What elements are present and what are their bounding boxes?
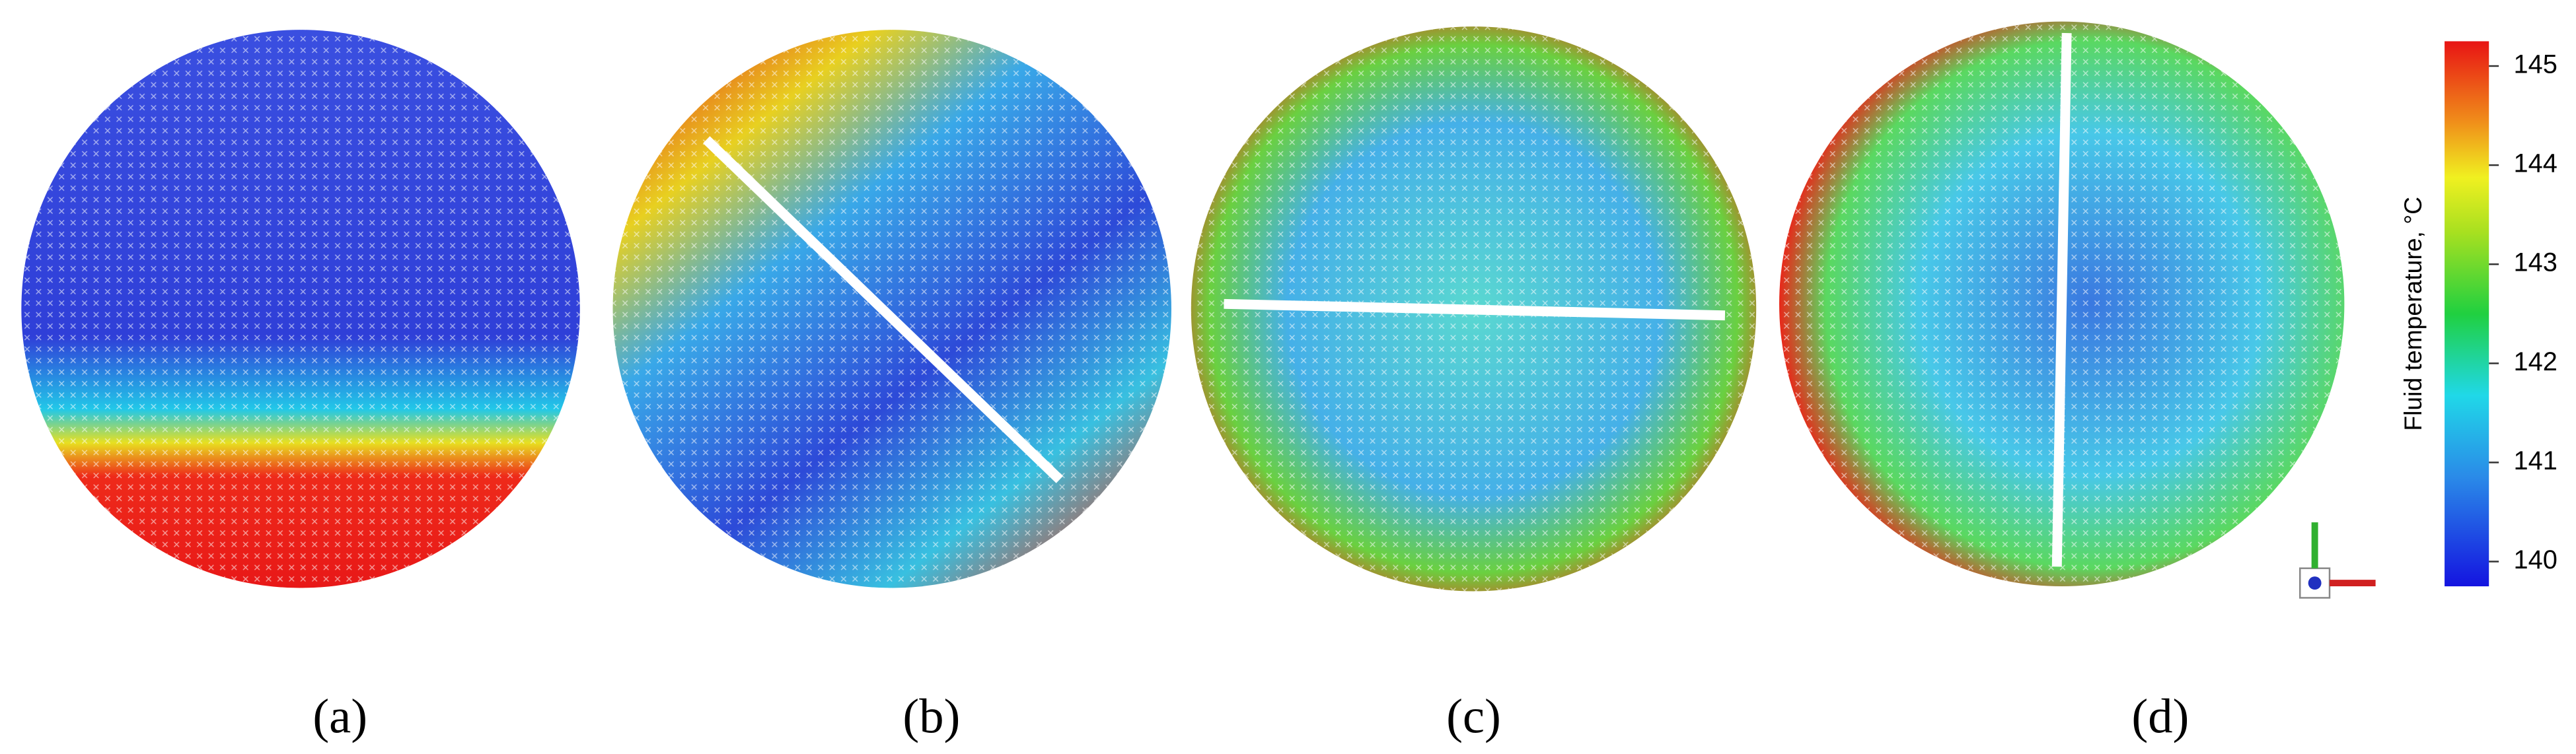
- colorbar-tick-label: 145: [2514, 50, 2558, 79]
- panel-label: (a): [313, 689, 367, 743]
- panel-a: [21, 30, 580, 588]
- axis-triad: [2299, 522, 2376, 599]
- vector-texture: [612, 30, 1171, 588]
- colorbar: Fluid temperature, °C 140 141 142 143 144 145: [2399, 41, 2558, 587]
- triad-z: [2308, 576, 2322, 590]
- panel-label: (b): [902, 689, 960, 743]
- baffle: [703, 136, 1064, 483]
- colorbar-title: Fluid temperature, °C: [2399, 197, 2427, 431]
- colorbar-tick-label: 142: [2514, 347, 2558, 376]
- colorbar-tick-label: 144: [2514, 149, 2558, 178]
- panel-d: [1779, 21, 2345, 587]
- vector-texture: [21, 30, 580, 588]
- colorbar-tick-label: 141: [2514, 446, 2558, 475]
- panel-b: [612, 30, 1171, 588]
- panel-c: [1191, 26, 1757, 592]
- baffle: [2051, 32, 2072, 567]
- colorbar-tick-label: 140: [2514, 545, 2558, 574]
- baffle: [1224, 298, 1726, 321]
- colorbar-tick-label: 143: [2514, 248, 2558, 277]
- colorbar-scale: [2445, 41, 2489, 587]
- panel-label: (c): [1446, 689, 1501, 743]
- panel-label: (d): [2131, 689, 2189, 743]
